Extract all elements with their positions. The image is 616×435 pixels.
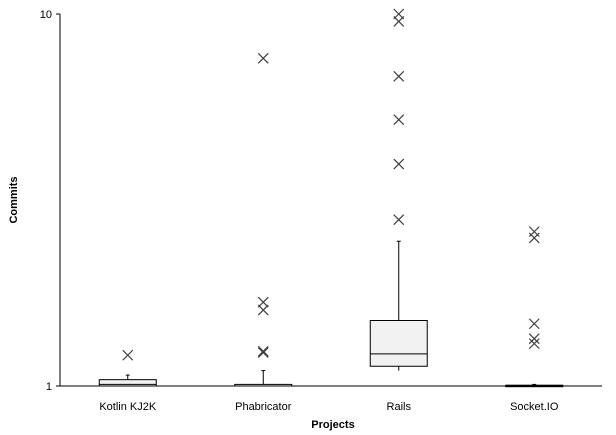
outlier-stroke — [257, 296, 269, 308]
box-kotlin-kj2k — [98, 374, 157, 387]
box-rails — [369, 240, 428, 371]
outlier-marker — [393, 70, 405, 82]
x-tick-label: Phabricator — [235, 401, 292, 413]
outlier-marker — [528, 226, 540, 238]
y-ticks: 1 10 — [40, 9, 60, 393]
outlier-stroke — [393, 114, 405, 126]
outlier-stroke — [528, 226, 540, 238]
x-tick-labels: Kotlin KJ2K Phabricator Rails Socket.IO — [99, 401, 559, 413]
outlier-stroke — [528, 318, 540, 330]
outlier-stroke — [257, 347, 269, 358]
outlier-stroke — [393, 214, 405, 226]
y-tick-label: 10 — [40, 9, 52, 21]
outlier-stroke — [257, 345, 269, 357]
outlier-stroke — [257, 304, 269, 316]
outlier-marker — [393, 114, 405, 126]
x-axis-title: Projects — [311, 419, 354, 431]
outlier-stroke — [393, 70, 405, 82]
outlier-stroke — [393, 158, 405, 170]
y-tick-label: 1 — [46, 381, 52, 393]
outlier-marker — [393, 214, 405, 226]
y-axis-title: Commits — [8, 176, 20, 223]
outlier-marker — [257, 296, 269, 308]
iqr-box — [98, 379, 157, 387]
x-tick-label: Rails — [387, 401, 412, 413]
box-phabricator — [234, 370, 293, 387]
outliers — [122, 8, 540, 361]
x-tick-label: Kotlin KJ2K — [99, 401, 157, 413]
outlier-stroke — [528, 338, 540, 350]
box-socket-io — [505, 383, 564, 388]
outlier-stroke — [122, 349, 134, 361]
outlier-stroke — [393, 8, 405, 20]
boxes — [98, 240, 564, 388]
outlier-marker — [528, 338, 540, 350]
outlier-stroke — [528, 333, 540, 345]
outlier-stroke — [257, 52, 269, 64]
outlier-marker — [257, 345, 269, 357]
outlier-marker — [257, 52, 269, 64]
x-tick-label: Socket.IO — [510, 401, 559, 413]
outlier-marker — [393, 158, 405, 170]
outlier-marker — [528, 318, 540, 330]
outlier-marker — [528, 333, 540, 345]
outlier-marker — [393, 8, 405, 20]
iqr-box — [369, 319, 428, 367]
outlier-marker — [122, 349, 134, 361]
outlier-marker — [257, 304, 269, 316]
axes — [59, 14, 602, 387]
outlier-marker — [257, 347, 269, 358]
